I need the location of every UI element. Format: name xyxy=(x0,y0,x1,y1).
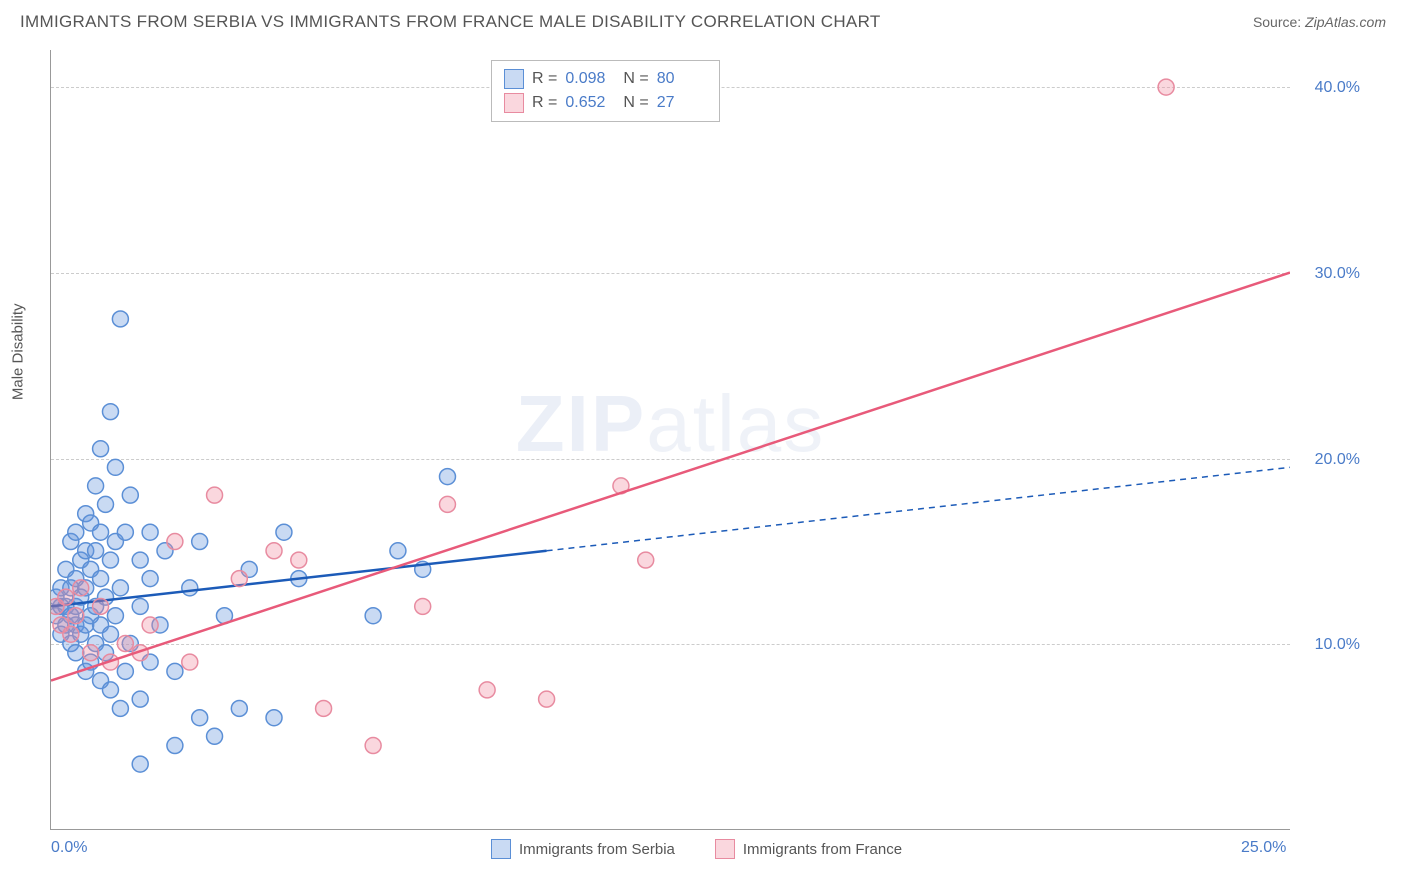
chart-header: IMMIGRANTS FROM SERBIA VS IMMIGRANTS FRO… xyxy=(0,0,1406,40)
r-label: R = xyxy=(532,94,557,112)
data-point xyxy=(88,543,104,559)
x-tick-label: 0.0% xyxy=(51,839,87,857)
y-tick-label: 40.0% xyxy=(1315,79,1360,97)
data-point xyxy=(167,663,183,679)
data-point xyxy=(192,534,208,550)
data-point xyxy=(93,571,109,587)
source-label: Source: xyxy=(1253,14,1301,30)
series-legend: Immigrants from Serbia Immigrants from Fr… xyxy=(491,839,902,859)
data-point xyxy=(167,534,183,550)
data-point xyxy=(439,469,455,485)
data-point xyxy=(93,524,109,540)
data-point xyxy=(365,608,381,624)
data-point xyxy=(390,543,406,559)
data-point xyxy=(142,524,158,540)
data-point xyxy=(107,459,123,475)
series-legend-item: Immigrants from France xyxy=(715,839,902,859)
data-point xyxy=(231,700,247,716)
data-point xyxy=(539,691,555,707)
data-point xyxy=(479,682,495,698)
data-point xyxy=(638,552,654,568)
series-legend-item: Immigrants from Serbia xyxy=(491,839,675,859)
legend-swatch xyxy=(504,93,524,113)
chart-container: Male Disability ZIPatlas 10.0%20.0%30.0%… xyxy=(0,40,1406,890)
data-point xyxy=(117,663,133,679)
data-point xyxy=(182,654,198,670)
data-point xyxy=(102,404,118,420)
data-point xyxy=(73,580,89,596)
source-attribution: Source: ZipAtlas.com xyxy=(1253,14,1386,30)
r-label: R = xyxy=(532,70,557,88)
data-point xyxy=(98,496,114,512)
data-point xyxy=(112,700,128,716)
y-axis-label: Male Disability xyxy=(10,303,27,400)
data-point xyxy=(117,636,133,652)
source-value: ZipAtlas.com xyxy=(1305,14,1386,30)
data-point xyxy=(102,552,118,568)
legend-swatch xyxy=(491,839,511,859)
data-point xyxy=(132,598,148,614)
data-point xyxy=(132,552,148,568)
data-point xyxy=(192,710,208,726)
data-point xyxy=(276,524,292,540)
data-point xyxy=(1158,79,1174,95)
data-point xyxy=(83,645,99,661)
correlation-legend: R = 0.098 N = 80 R = 0.652 N = 27 xyxy=(491,60,720,122)
data-point xyxy=(102,626,118,642)
trend-line xyxy=(51,273,1290,681)
y-tick-label: 30.0% xyxy=(1315,265,1360,283)
data-point xyxy=(93,441,109,457)
n-value: 80 xyxy=(657,70,707,88)
data-point xyxy=(132,691,148,707)
r-value: 0.098 xyxy=(565,70,615,88)
scatter-plot-svg xyxy=(51,50,1290,829)
r-value: 0.652 xyxy=(565,94,615,112)
series-legend-label: Immigrants from Serbia xyxy=(519,841,675,858)
data-point xyxy=(207,728,223,744)
data-point xyxy=(142,617,158,633)
data-point xyxy=(122,487,138,503)
data-point xyxy=(68,524,84,540)
legend-swatch xyxy=(715,839,735,859)
data-point xyxy=(68,645,84,661)
data-point xyxy=(291,552,307,568)
data-point xyxy=(207,487,223,503)
data-point xyxy=(93,598,109,614)
n-label: N = xyxy=(623,94,648,112)
n-value: 27 xyxy=(657,94,707,112)
data-point xyxy=(68,608,84,624)
data-point xyxy=(107,608,123,624)
chart-title: IMMIGRANTS FROM SERBIA VS IMMIGRANTS FRO… xyxy=(20,12,881,32)
series-legend-label: Immigrants from France xyxy=(743,841,902,858)
y-tick-label: 10.0% xyxy=(1315,636,1360,654)
data-point xyxy=(102,682,118,698)
data-point xyxy=(182,580,198,596)
data-point xyxy=(142,571,158,587)
correlation-legend-row: R = 0.098 N = 80 xyxy=(504,67,707,91)
y-tick-label: 20.0% xyxy=(1315,451,1360,469)
n-label: N = xyxy=(623,70,648,88)
data-point xyxy=(439,496,455,512)
data-point xyxy=(58,589,74,605)
data-point xyxy=(63,626,79,642)
data-point xyxy=(88,478,104,494)
data-point xyxy=(112,580,128,596)
data-point xyxy=(112,311,128,327)
data-point xyxy=(132,756,148,772)
data-point xyxy=(231,571,247,587)
x-tick-label: 25.0% xyxy=(1241,839,1286,857)
data-point xyxy=(266,710,282,726)
data-point xyxy=(365,738,381,754)
legend-swatch xyxy=(504,69,524,89)
data-point xyxy=(415,598,431,614)
data-point xyxy=(167,738,183,754)
correlation-legend-row: R = 0.652 N = 27 xyxy=(504,91,707,115)
data-point xyxy=(266,543,282,559)
plot-area: ZIPatlas 10.0%20.0%30.0%40.0% R =0.098N … xyxy=(50,50,1290,830)
data-point xyxy=(117,524,133,540)
data-point xyxy=(316,700,332,716)
